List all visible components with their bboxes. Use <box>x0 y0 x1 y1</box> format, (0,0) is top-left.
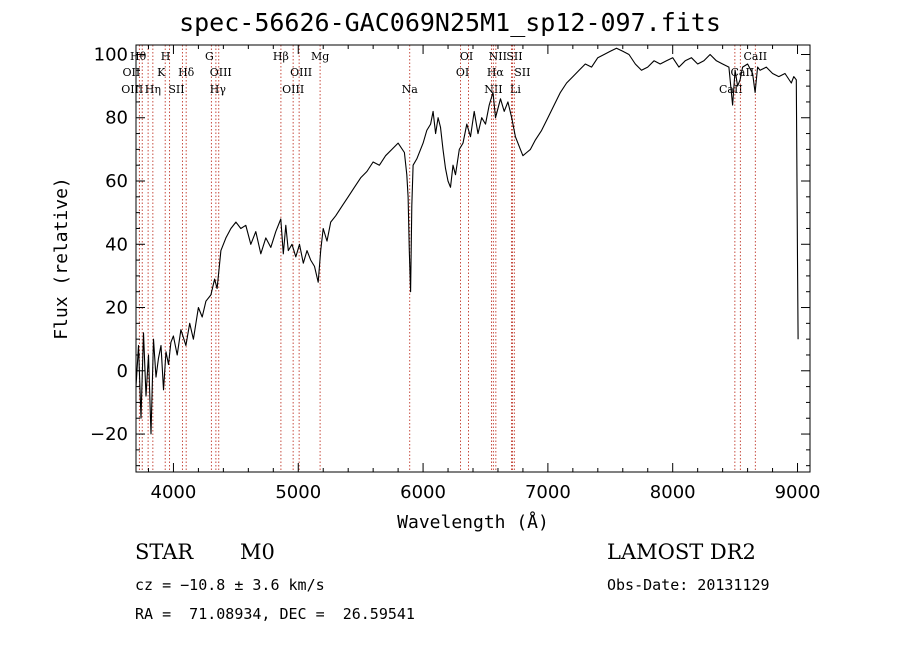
spectrum-line <box>135 47 799 435</box>
spectral-line-label: Li <box>510 83 521 96</box>
y-tick-label: −20 <box>90 424 128 445</box>
spectral-line-label: Hβ <box>273 50 289 63</box>
spectral-line-label: Hδ <box>178 66 195 79</box>
spectral-line-label: G <box>205 50 214 63</box>
x-tick-label: 9000 <box>775 482 821 503</box>
object-class: STAR <box>135 540 194 564</box>
y-tick-label: 40 <box>105 234 128 255</box>
y-tick-label: 80 <box>105 108 128 129</box>
coordinates-label: RA = 71.08934, DEC = 26.59541 <box>135 605 415 623</box>
spectral-line-label: H <box>161 50 171 63</box>
x-tick-label: 5000 <box>275 482 321 503</box>
spectral-line-label: Mg <box>311 50 329 63</box>
y-axis-title: Flux (relative) <box>51 177 72 340</box>
spectral-line-label: Hγ <box>210 83 227 96</box>
spectral-line-label: SII <box>514 66 530 79</box>
spectral-line-label: OIII <box>121 83 143 96</box>
object-subclass: M0 <box>240 540 275 564</box>
y-tick-label: 60 <box>105 171 128 192</box>
obs-date-label: Obs-Date: 20131129 <box>607 576 770 594</box>
y-tick-label: 20 <box>105 298 128 319</box>
x-tick-label: 7000 <box>525 482 571 503</box>
spectral-line-label: OI <box>460 50 473 63</box>
spectral-line-label: OIII <box>290 66 312 79</box>
x-tick-label: 4000 <box>151 482 197 503</box>
spectral-line-label: OIII <box>282 83 304 96</box>
spectral-line-label: OI <box>456 66 469 79</box>
plot-frame <box>135 44 811 473</box>
spectral-line-label: CaII <box>743 50 767 63</box>
redshift-label: cz = −10.8 ± 3.6 km/s <box>135 576 325 594</box>
spectral-line-label: OII <box>123 66 141 79</box>
spectral-line-label: OIII <box>210 66 232 79</box>
spectral-line-label: Hθ <box>130 50 147 63</box>
spectral-line-label: Hη <box>145 83 161 96</box>
spectral-line-label: SII <box>168 83 184 96</box>
spectral-line-label: Hα <box>487 66 505 79</box>
y-tick-label: 0 <box>117 361 128 382</box>
y-tick-label: 100 <box>94 44 128 65</box>
chart-title: spec-56626-GAC069N25M1_sp12-097.fits <box>179 8 721 37</box>
x-tick-label: 8000 <box>650 482 696 503</box>
x-axis-title: Wavelength (Å) <box>397 511 549 533</box>
spectral-line-label: NII <box>489 50 507 63</box>
survey-label: LAMOST DR2 <box>607 540 756 564</box>
spectral-line-label: K <box>157 66 166 79</box>
spectral-line-label: NII <box>484 83 502 96</box>
x-tick-label: 6000 <box>400 482 446 503</box>
spectral-line-label: Na <box>402 83 419 96</box>
